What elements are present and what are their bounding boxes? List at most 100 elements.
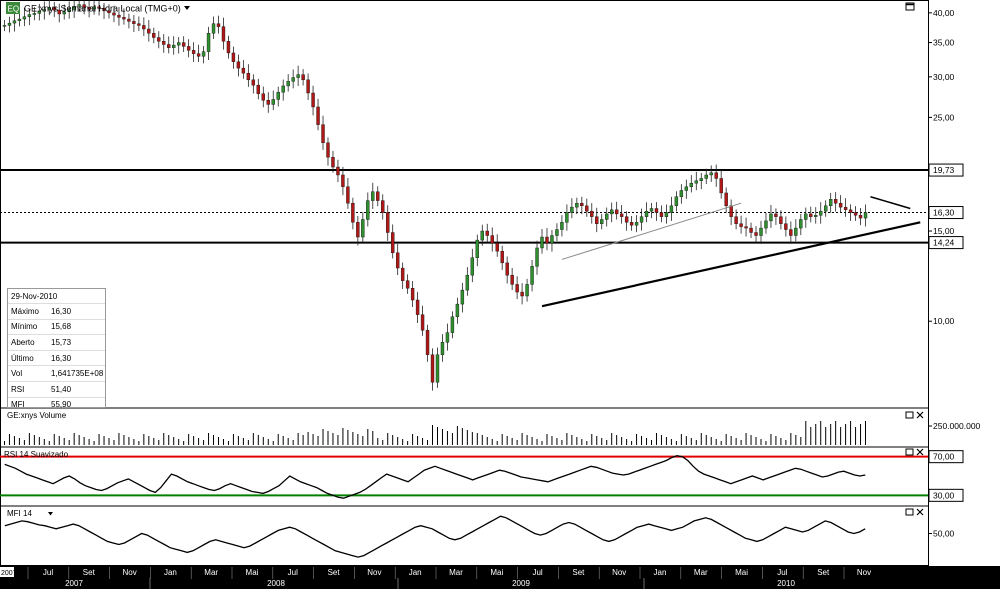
volume-tick-label: 250.000.000 — [933, 421, 981, 431]
candle — [231, 52, 236, 62]
month-tick-label: Jul — [288, 568, 298, 577]
candle — [17, 18, 22, 21]
candle — [32, 13, 37, 15]
candle — [565, 212, 569, 223]
candle — [495, 243, 499, 252]
candle — [132, 21, 136, 24]
candle — [824, 205, 828, 212]
maximize-icon[interactable] — [905, 448, 914, 456]
candle — [843, 206, 848, 211]
rsi-tick-label: 70,00 — [933, 452, 955, 462]
trendline-thin — [561, 202, 742, 260]
candle — [619, 213, 624, 217]
candle — [739, 223, 743, 227]
candle — [769, 213, 773, 222]
candle — [137, 23, 141, 26]
info-row: RSI 51,40 — [8, 382, 105, 398]
candle — [371, 191, 375, 201]
mfi-panel-title: MFI 14 — [7, 509, 32, 518]
info-value: 55,90 — [51, 400, 72, 410]
month-tick-label: Nov — [367, 568, 381, 577]
rsi-tick-label: 30,00 — [933, 490, 955, 500]
candle — [664, 212, 669, 217]
candle — [176, 42, 181, 46]
candle — [689, 182, 694, 187]
rsi-line — [4, 455, 866, 499]
candle — [659, 212, 664, 217]
rsi-panel — [0, 455, 928, 499]
candle — [570, 206, 574, 213]
candle — [107, 10, 111, 14]
candle — [669, 205, 674, 213]
candle — [291, 77, 295, 82]
candle — [216, 23, 221, 27]
candle — [704, 174, 708, 179]
mfi-line — [4, 515, 866, 558]
candle — [694, 180, 698, 184]
price-tick-label: 15,00 — [933, 226, 955, 236]
candle — [609, 209, 614, 215]
year-tick-label: 2009 — [512, 579, 530, 588]
candle — [221, 26, 226, 42]
candle — [306, 79, 310, 94]
logo-text: EQ — [8, 5, 20, 14]
candle — [430, 354, 435, 383]
candle — [550, 235, 554, 244]
chart-title[interactable]: GE:xnys Semanal Hora Local (TMG+0) — [24, 4, 181, 14]
candle — [600, 219, 604, 224]
candle — [12, 20, 17, 24]
candle — [794, 227, 798, 236]
candle — [500, 250, 504, 264]
candle — [181, 42, 186, 47]
candle — [520, 291, 524, 297]
logo-badge — [6, 2, 20, 14]
candle — [57, 9, 61, 15]
price-tick-label: 10,00 — [933, 316, 955, 326]
candle — [605, 213, 609, 220]
candle — [744, 226, 748, 229]
time-axis-bg — [0, 566, 1000, 589]
info-label: Aberto — [11, 337, 35, 347]
close-icon[interactable] — [916, 411, 924, 419]
candle — [296, 74, 300, 78]
chevron-down-icon[interactable] — [48, 512, 53, 516]
month-tick-label: Jul — [777, 568, 787, 577]
month-tick-label: Nov — [612, 568, 626, 577]
candle — [455, 303, 460, 318]
maximize-icon[interactable] — [905, 2, 915, 11]
candle — [236, 61, 241, 69]
close-icon[interactable] — [916, 448, 924, 456]
axis-label-box — [928, 236, 964, 250]
candle — [92, 6, 96, 10]
maximize-icon[interactable] — [905, 508, 914, 516]
info-row: Último 16,30 — [8, 351, 105, 367]
candle — [814, 215, 818, 217]
chevron-down-icon[interactable] — [184, 6, 190, 10]
axis-label-box — [928, 163, 964, 177]
candle — [440, 341, 445, 355]
candle — [649, 208, 654, 212]
info-label: Máximo — [11, 306, 40, 316]
candle — [465, 274, 470, 291]
month-tick-label: Jan — [654, 568, 667, 577]
rsi-panel-title: RSI 14 Suavizado — [4, 450, 69, 459]
candle — [62, 11, 66, 15]
candle — [112, 12, 116, 16]
info-value: 15,73 — [51, 337, 72, 347]
candle — [858, 215, 863, 219]
candle — [271, 99, 275, 105]
price-tick-label: 19,73 — [933, 165, 955, 175]
maximize-icon[interactable] — [905, 411, 914, 419]
candle — [256, 84, 261, 94]
candle — [157, 37, 161, 42]
candle — [679, 190, 684, 197]
close-icon[interactable] — [916, 508, 924, 516]
candle — [804, 213, 808, 220]
close-icon-stroke — [916, 411, 924, 419]
month-tick-label: Mai — [246, 568, 259, 577]
price-tick-label: 30,00 — [933, 72, 955, 82]
candle — [420, 314, 425, 331]
candle — [366, 200, 370, 220]
